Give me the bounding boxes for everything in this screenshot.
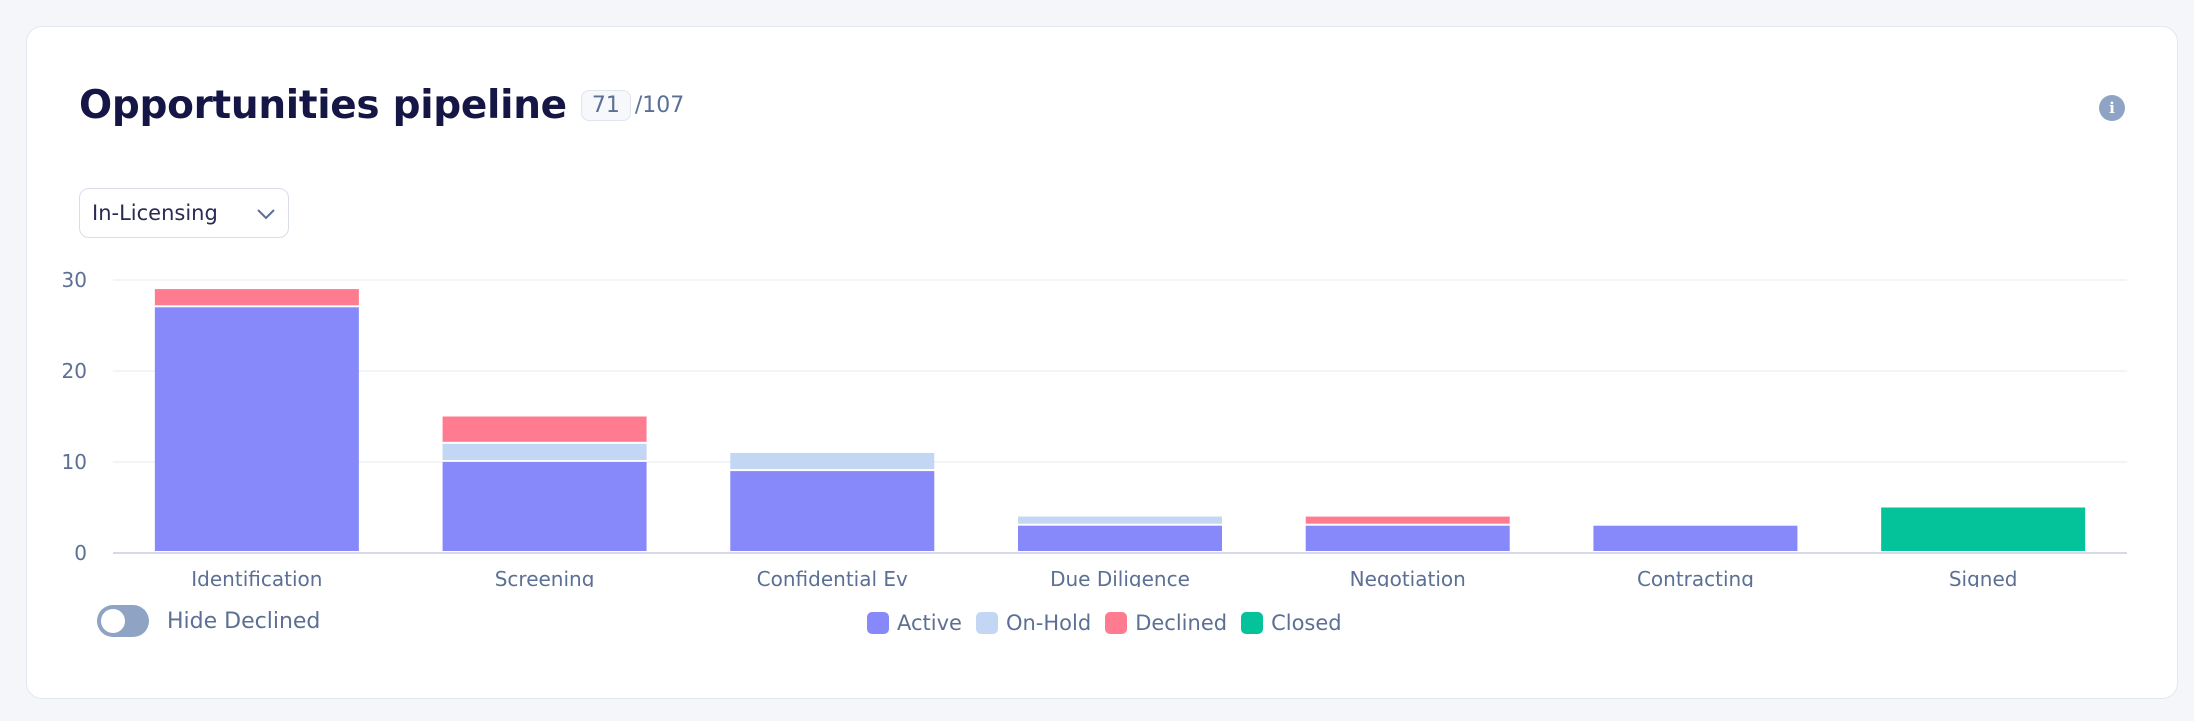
legend-label: Declined: [1135, 611, 1228, 635]
legend-swatch: [867, 612, 889, 634]
x-tick-label: Screening: [495, 567, 595, 587]
legend-swatch: [975, 612, 998, 634]
y-tick-label: 30: [62, 268, 87, 292]
y-tick-label: 20: [62, 359, 87, 383]
bar-segment-declined: [1305, 516, 1510, 524]
toggle-knob: [101, 609, 125, 633]
bar-segment-active: [442, 462, 647, 551]
bar-segment-closed: [1881, 507, 2086, 551]
legend-item-active[interactable]: Active: [867, 611, 962, 635]
bar-segment-active: [1305, 525, 1510, 551]
y-tick-label: 0: [74, 541, 87, 565]
x-tick-label: Confidential Ev: [757, 567, 908, 587]
x-tick-label: Due Diligence: [1050, 567, 1190, 587]
pipeline-type-select[interactable]: In-Licensing: [79, 188, 289, 238]
chart-legend: Active On-Hold Declined Closed: [867, 611, 1356, 635]
legend-swatch: [1241, 612, 1264, 634]
y-tick-label: 10: [62, 450, 87, 474]
bar-segment-active: [1593, 525, 1798, 551]
page-title: Opportunities pipeline: [79, 83, 567, 128]
hide-declined-toggle-row: Hide Declined: [97, 605, 320, 637]
count-badge: 71: [580, 90, 631, 121]
bar-segment-declined: [154, 289, 359, 306]
legend-item-on-hold[interactable]: On-Hold: [975, 611, 1092, 635]
bar-segment-on-hold: [1018, 516, 1222, 524]
title-row: Opportunities pipeline 71 /107: [79, 83, 684, 128]
legend-item-declined[interactable]: Declined: [1105, 611, 1227, 635]
bar-segment-active: [154, 307, 359, 551]
bar-segment-on-hold: [442, 443, 647, 460]
bar-segment-active: [1018, 525, 1222, 551]
bar-segment-active: [730, 471, 935, 551]
hide-declined-toggle[interactable]: [97, 605, 149, 637]
x-tick-label: Negotiation: [1350, 567, 1466, 587]
info-icon[interactable]: i: [2099, 95, 2125, 121]
pipeline-card: Opportunities pipeline 71 /107 i In-Lice…: [26, 26, 2178, 699]
x-tick-label: Signed: [1949, 567, 2018, 587]
total-count: /107: [634, 93, 685, 118]
x-tick-label: Contracting: [1637, 567, 1754, 587]
legend-label: Active: [897, 611, 962, 635]
hide-declined-label: Hide Declined: [167, 608, 321, 634]
select-value: In-Licensing: [92, 201, 218, 225]
bar-segment-on-hold: [730, 452, 935, 470]
legend-label: On-Hold: [1005, 611, 1092, 635]
legend-swatch: [1105, 612, 1128, 634]
stacked-bar-chart: 0 10 20 30 Identification Screening Confidenti…: [62, 268, 2127, 587]
legend-label: Closed: [1271, 611, 1342, 635]
legend-item-closed[interactable]: Closed: [1241, 611, 1342, 635]
bar-segment-declined: [442, 416, 647, 442]
x-tick-label: Identification: [191, 567, 322, 587]
chevron-down-icon: [256, 201, 276, 225]
